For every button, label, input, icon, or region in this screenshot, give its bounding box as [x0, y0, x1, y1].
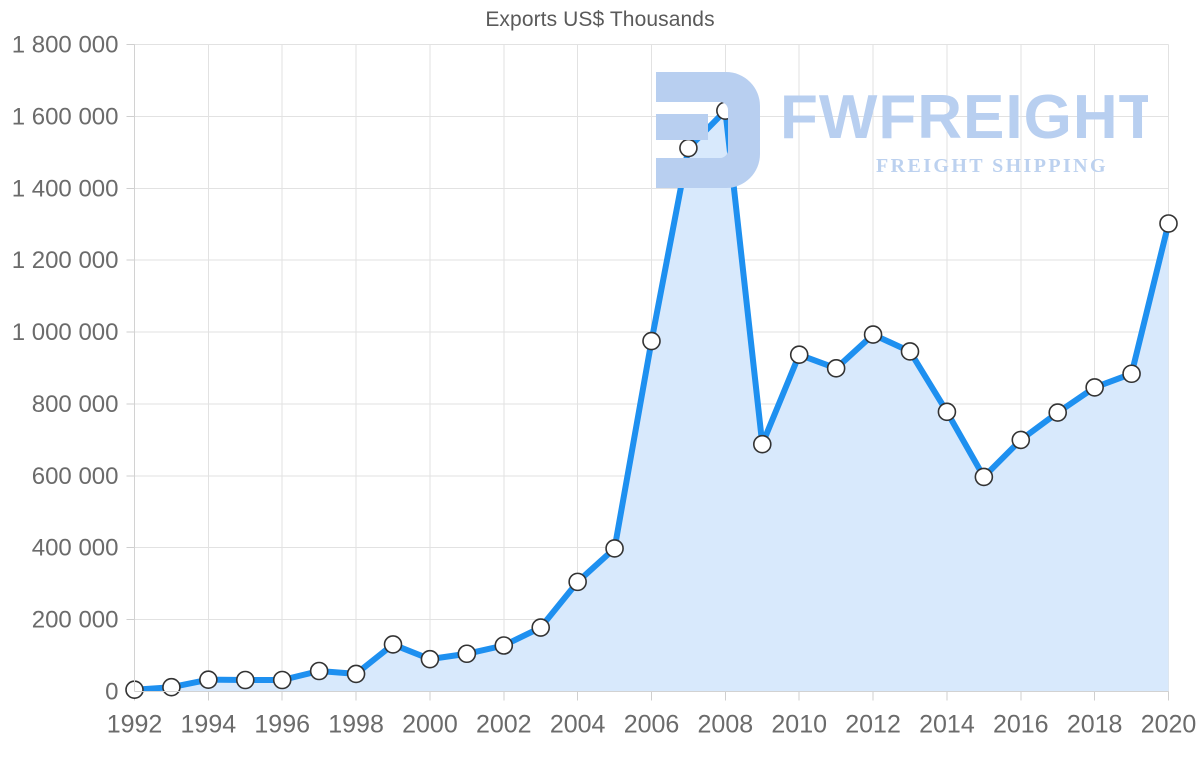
data-point-marker[interactable] — [789, 345, 809, 365]
x-tick-label: 1998 — [328, 711, 384, 739]
x-tick-label: 2016 — [993, 711, 1049, 739]
data-point-marker[interactable] — [900, 342, 920, 361]
data-point-marker[interactable] — [605, 539, 624, 558]
x-tick-label: 2010 — [771, 711, 827, 739]
x-tick-label: 2000 — [402, 711, 458, 739]
x-tick-label: 2006 — [624, 711, 680, 739]
x-tick-label: 2008 — [698, 711, 754, 739]
data-point-marker[interactable] — [383, 635, 403, 654]
y-tick-label: 0 — [105, 679, 118, 706]
data-point-marker[interactable] — [937, 402, 957, 422]
data-point-marker[interactable] — [420, 649, 440, 669]
data-point-marker[interactable] — [752, 434, 772, 454]
data-point-marker[interactable] — [1159, 214, 1178, 233]
data-point-marker[interactable] — [162, 677, 181, 697]
data-point-marker[interactable] — [531, 618, 551, 637]
y-tick-label: 600 000 — [32, 463, 119, 490]
data-point-marker[interactable] — [826, 359, 846, 378]
data-point-marker[interactable] — [272, 670, 292, 690]
data-point-marker[interactable] — [568, 572, 587, 592]
y-tick-label: 400 000 — [32, 535, 119, 562]
data-point-marker[interactable] — [235, 670, 255, 690]
area-fill — [134, 110, 1169, 692]
data-point-marker[interactable] — [1085, 378, 1104, 397]
x-tick-label: 2002 — [476, 711, 532, 739]
y-tick-label: 1 200 000 — [12, 247, 119, 274]
x-axis-labels: 1992 1994 1996 1998 2000 2002 2004 2006 2008 2010… — [107, 711, 1197, 739]
y-tick-label: 800 000 — [32, 391, 119, 418]
y-axis-labels: 1 800 000 1 600 000 1 400 000 1 200 000 1 00… — [12, 32, 119, 706]
data-point-marker[interactable] — [863, 325, 883, 344]
data-point-marker[interactable] — [494, 636, 514, 655]
x-tick-label: 1992 — [107, 711, 163, 739]
chart-title: Exports US$ Thousands — [485, 8, 715, 31]
data-point-marker[interactable] — [1048, 403, 1068, 422]
x-tick-label: 2014 — [919, 711, 975, 739]
data-point-marker[interactable] — [679, 138, 698, 158]
y-tick-label: 1 000 000 — [12, 319, 119, 346]
y-tick-label: 1 800 000 — [12, 32, 119, 59]
x-tick-label: 1994 — [181, 711, 237, 739]
y-tick-label: 1 400 000 — [12, 175, 119, 202]
data-point-marker[interactable] — [309, 661, 329, 681]
data-point-marker[interactable] — [974, 467, 994, 487]
data-point-marker[interactable] — [346, 664, 366, 684]
tick-marks — [126, 44, 1169, 701]
data-point-marker[interactable] — [642, 331, 661, 351]
y-tick-label: 1 600 000 — [12, 103, 119, 130]
data-point-marker[interactable] — [1122, 364, 1141, 384]
x-tick-label: 2020 — [1141, 711, 1197, 739]
x-tick-label: 2012 — [845, 711, 901, 739]
data-point-marker[interactable] — [199, 670, 218, 689]
data-point-marker[interactable] — [1011, 430, 1031, 450]
x-tick-label: 2004 — [550, 711, 606, 739]
x-tick-label: 2018 — [1067, 711, 1123, 739]
data-point-marker[interactable] — [457, 644, 477, 664]
x-tick-label: 1996 — [254, 711, 310, 739]
y-tick-label: 200 000 — [32, 607, 119, 634]
data-point-marker[interactable] — [716, 101, 735, 120]
